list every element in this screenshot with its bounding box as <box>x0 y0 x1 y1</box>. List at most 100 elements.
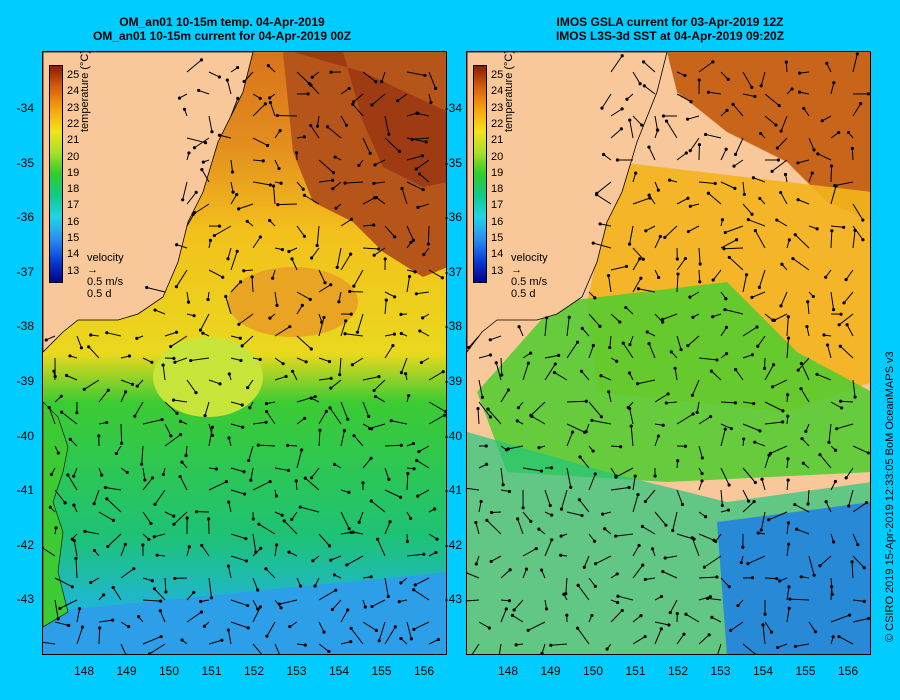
current-vector-head <box>349 626 353 631</box>
current-vector <box>830 401 842 409</box>
current-vector-head <box>727 585 731 589</box>
current-vector <box>230 555 247 562</box>
current-vector-head <box>752 401 756 406</box>
current-vector <box>154 533 166 538</box>
current-vector-head <box>56 451 60 455</box>
current-vector-head <box>380 80 384 84</box>
current-vector <box>834 181 854 186</box>
current-vector-head <box>537 446 541 450</box>
current-vector-head <box>435 537 439 541</box>
current-vector-head <box>149 521 153 526</box>
current-vector <box>227 629 232 645</box>
current-vector-head <box>78 606 82 611</box>
current-vector-head <box>351 102 355 106</box>
current-vector-head <box>203 413 207 418</box>
left-map[interactable]: 25 24 23 22 21 20 19 18 17 16 15 14 13 temperature (… <box>42 51 447 655</box>
longitude-label: 149 <box>540 664 561 678</box>
current-vector-head <box>370 103 374 107</box>
current-vector-head <box>106 388 110 392</box>
current-vector-head <box>202 624 207 628</box>
current-vector-head <box>135 384 139 388</box>
current-vector-head <box>268 100 272 105</box>
current-vector <box>241 335 254 347</box>
current-vector-head <box>591 449 595 453</box>
current-vector-head <box>476 407 480 411</box>
current-vector-head <box>620 107 624 111</box>
current-vector-head <box>746 562 750 566</box>
current-vector <box>274 326 291 337</box>
current-vector <box>266 411 276 425</box>
current-vector-head <box>732 164 736 168</box>
current-vector-head <box>217 224 222 228</box>
current-vector-head <box>52 369 56 373</box>
current-vector <box>375 396 386 403</box>
current-vector-head <box>635 382 640 386</box>
current-vector-head <box>277 166 281 171</box>
current-vector-head <box>598 324 602 328</box>
current-vector <box>308 83 320 95</box>
current-vector-head <box>48 505 52 509</box>
left-latitude-label: -42 <box>16 537 34 552</box>
current-vector <box>720 239 737 249</box>
current-vector <box>142 577 153 582</box>
current-vector-head <box>769 630 774 634</box>
current-vector-head <box>368 426 372 431</box>
current-vector-head <box>240 344 244 348</box>
current-vector-head <box>489 510 494 515</box>
current-vector-head <box>286 468 291 473</box>
current-vector-head <box>656 128 660 132</box>
current-vector <box>214 225 232 236</box>
current-vector <box>742 203 753 215</box>
current-vector <box>801 438 810 447</box>
current-vector <box>353 435 364 447</box>
current-vector <box>742 181 745 195</box>
current-vector <box>142 477 153 491</box>
current-vector-head <box>658 234 662 239</box>
current-vector-head <box>344 319 348 323</box>
current-vector-head <box>590 418 594 422</box>
current-vector-head <box>664 401 668 405</box>
current-vector-head <box>280 248 285 252</box>
current-vector <box>645 225 656 232</box>
current-vector <box>674 368 678 381</box>
current-vector <box>644 85 656 95</box>
current-vector-head <box>421 316 425 320</box>
current-vector <box>830 230 833 249</box>
current-vector-head <box>624 264 629 268</box>
current-vector <box>544 539 553 557</box>
current-vector-head <box>647 341 651 346</box>
current-vector-head <box>350 363 355 367</box>
current-vector <box>645 577 656 580</box>
current-vector <box>770 445 788 454</box>
current-vector-head <box>786 478 790 482</box>
current-vector <box>258 523 276 535</box>
current-vector <box>164 577 167 592</box>
right-velocity-title: velocity <box>511 252 548 264</box>
current-vector <box>384 626 396 645</box>
current-vector-head <box>724 352 729 356</box>
current-vector <box>230 159 234 173</box>
current-vector-head <box>164 590 168 594</box>
right-map[interactable]: 25 24 23 22 21 20 19 18 17 16 15 14 13 temperature (… <box>466 51 871 655</box>
current-vector <box>225 296 232 315</box>
current-vector-head <box>671 528 675 533</box>
current-vector <box>648 343 656 359</box>
current-vector <box>757 335 766 347</box>
current-vector-head <box>751 176 756 180</box>
current-vector <box>274 467 289 471</box>
current-vector-head <box>409 240 413 245</box>
current-vector-head <box>285 443 290 447</box>
current-vector-head <box>786 521 791 525</box>
current-vector-head <box>404 372 408 376</box>
current-vector <box>588 313 601 327</box>
current-vector-head <box>98 626 102 630</box>
current-vector <box>176 244 188 249</box>
current-vector <box>173 399 188 403</box>
current-vector <box>848 489 854 507</box>
current-vector-head <box>675 257 679 261</box>
current-vector <box>54 489 66 504</box>
current-vector-head <box>591 343 595 348</box>
current-vector-head <box>650 547 655 551</box>
current-vector-head <box>484 444 488 448</box>
current-vector-head <box>125 470 129 475</box>
